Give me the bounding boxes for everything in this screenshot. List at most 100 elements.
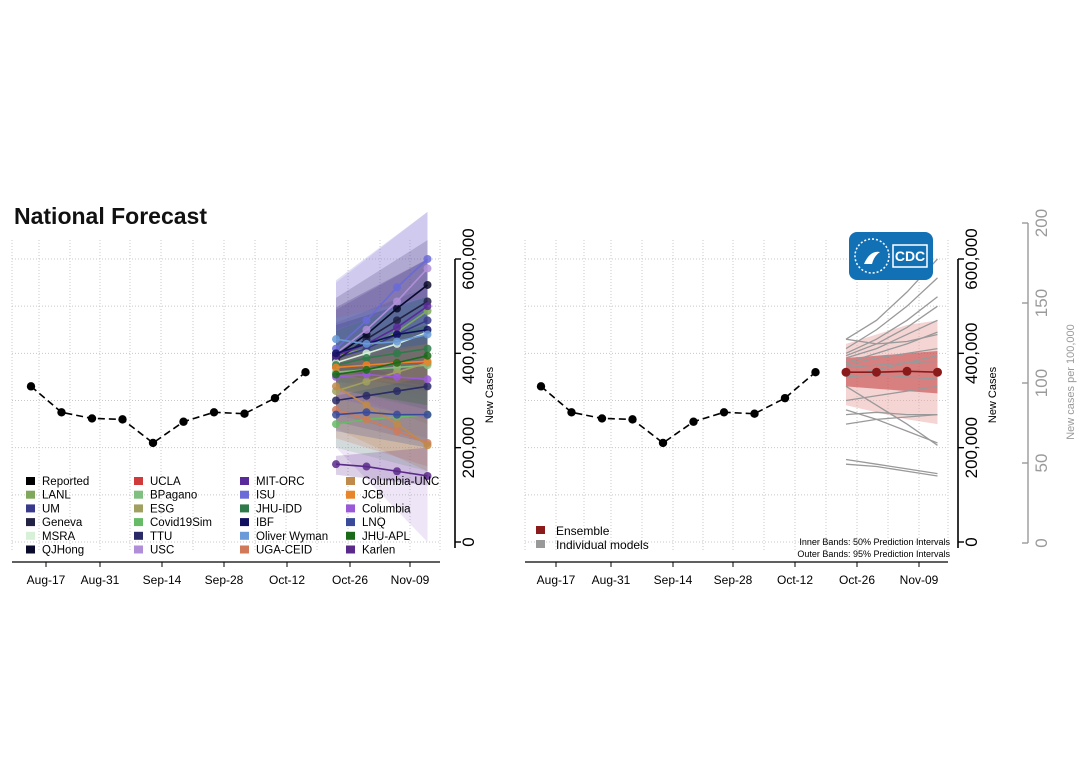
series-line-jhu-idd <box>335 347 428 366</box>
ensemble-point <box>933 367 942 377</box>
legend-swatch <box>346 518 355 527</box>
individual-model-line <box>845 305 938 357</box>
ensemble-line <box>841 366 942 377</box>
series-point-isu <box>393 283 401 292</box>
x-tick-label: Aug-31 <box>592 573 631 587</box>
ensemble-series-line <box>846 370 938 374</box>
reported-point <box>658 438 668 448</box>
y2-tick-label: 100 <box>1032 369 1051 397</box>
series-line-esg <box>335 362 428 392</box>
cdc-logo: CDC <box>849 232 933 280</box>
series-line-isu <box>335 258 429 350</box>
legend-label: QJHong <box>42 545 84 557</box>
series-point-columbia-unc <box>423 441 432 450</box>
reported-point <box>179 417 188 426</box>
legend-swatch <box>26 490 35 499</box>
legend-label: IBF <box>256 517 274 529</box>
legend-label: MIT-ORC <box>256 476 305 488</box>
individual-model-line <box>845 331 938 364</box>
y-axis-label: New Cases <box>484 366 496 423</box>
legend-swatch <box>134 531 143 540</box>
x-tick-label: Sep-28 <box>205 573 244 587</box>
legend-swatch <box>134 518 143 527</box>
series-point-jhu-idd <box>393 349 401 358</box>
x-axis: Aug-17 Aug-31 Sep-14 Sep-28 Oct-12 Oct-26 Nov-… <box>525 561 948 587</box>
series-point-oliver-wyman <box>423 330 432 339</box>
grid-lines <box>524 240 949 552</box>
x-tick-label: Sep-28 <box>714 573 753 587</box>
ensemble-point <box>902 366 912 376</box>
individual-model-line <box>845 360 938 369</box>
legend-swatch <box>240 490 249 499</box>
legend-label: Individual models <box>556 538 649 552</box>
reported-point <box>689 417 698 426</box>
y-tick-label: 200,000 <box>459 417 478 478</box>
reported-line <box>30 371 307 444</box>
series-point-ibf <box>393 330 401 339</box>
y2-tick-label: 200 <box>1032 209 1051 237</box>
reported-point <box>26 382 36 391</box>
series-point-columbia <box>423 375 432 384</box>
series-point-karlen <box>423 471 432 480</box>
reported-point <box>87 414 97 423</box>
individual-model-line <box>845 319 938 359</box>
series-point-karlen <box>332 460 340 469</box>
series-point-mit-orc <box>423 302 432 311</box>
legend-label: JHU-APL <box>362 531 411 543</box>
series-point-usc <box>423 264 432 273</box>
legend-swatch <box>240 531 249 540</box>
legend-label: MSRA <box>42 531 76 543</box>
x-tick-label: Oct-26 <box>839 573 875 587</box>
legend-label: Geneva <box>42 517 83 529</box>
individual-model-line <box>845 458 938 475</box>
cdc-logo-badge <box>849 232 933 280</box>
x-tick-label: Nov-09 <box>900 573 939 587</box>
eagle-icon <box>864 251 880 264</box>
y2-tick-label: 0 <box>1032 538 1051 547</box>
series-point-columbia-unc <box>362 401 371 410</box>
series-point-usc <box>362 325 371 334</box>
series-point-mit-orc <box>393 323 401 332</box>
series-line-ibf <box>335 328 428 355</box>
y-tick-label: 400,000 <box>962 323 981 384</box>
individual-model-line <box>845 409 938 444</box>
reported-series <box>26 368 310 448</box>
ensemble-point <box>872 367 881 377</box>
series-line-ttu <box>335 385 428 402</box>
legend-label: JHU-IDD <box>256 503 302 515</box>
legend-label: Columbia <box>362 503 411 515</box>
series-point-uga-ceid <box>362 415 371 424</box>
legend-label: Reported <box>42 476 89 488</box>
series-point-ttu <box>423 382 432 391</box>
legend-label: UM <box>42 503 60 515</box>
grid-lines <box>11 240 441 552</box>
series-line-columbia <box>335 373 428 381</box>
y2-tick-label: 150 <box>1032 289 1051 317</box>
x-tick-label: Aug-17 <box>27 573 66 587</box>
secondary-y-axis: 0 50 100 150 200 New cases per 100,000 <box>1022 209 1077 548</box>
series-point-qjhong <box>393 304 401 313</box>
y-axis: 0 200,000 400,000 600,000 New Cases <box>957 228 999 548</box>
series-line-mit-orc <box>335 305 428 357</box>
legend-swatch <box>240 518 249 527</box>
series-line-bpagano <box>335 364 428 373</box>
individual-model-line <box>845 277 938 350</box>
series-line-um <box>335 319 428 359</box>
legend-swatch <box>240 477 249 485</box>
series-point-geneva <box>393 316 401 325</box>
series-point-isu <box>423 255 432 263</box>
reported-point <box>148 438 158 448</box>
legend-swatch <box>26 477 35 485</box>
band-mit-orc <box>336 259 428 392</box>
y-tick-label: 0 <box>459 537 478 546</box>
cdc-text-box <box>892 244 928 268</box>
reported-point <box>57 408 66 417</box>
legend-swatch <box>346 531 355 540</box>
series-point-jcb <box>332 363 340 372</box>
reported-point <box>301 368 310 377</box>
cdc-logo-text: CDC <box>895 248 925 264</box>
individual-model-line <box>845 385 938 402</box>
reported-series <box>536 368 820 448</box>
series-point-um <box>423 316 432 325</box>
